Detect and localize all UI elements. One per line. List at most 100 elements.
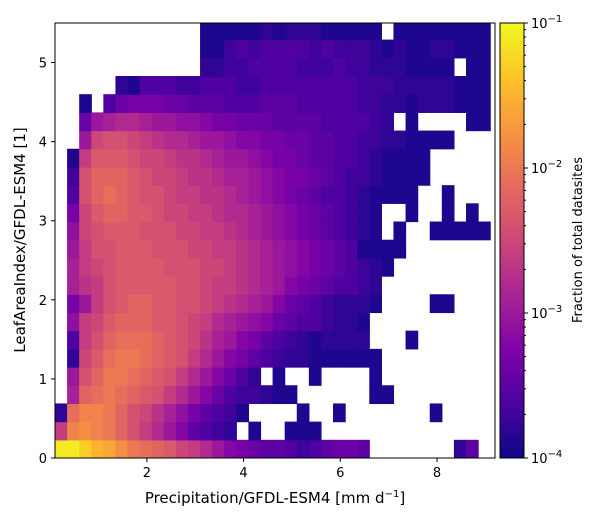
- heatmap-cell: [79, 130, 92, 150]
- heatmap-cell: [175, 148, 189, 168]
- heatmap-cell: [139, 348, 153, 368]
- heatmap-cell: [139, 185, 153, 204]
- heatmap-cell: [465, 203, 479, 223]
- heatmap-cell: [357, 23, 370, 41]
- heatmap-cell: [115, 403, 129, 423]
- heatmap-cell: [79, 421, 92, 441]
- heatmap-cell: [187, 421, 201, 441]
- heatmap-cell: [345, 439, 358, 458]
- heatmap-cell: [357, 148, 370, 168]
- heatmap-cell: [284, 23, 298, 41]
- heatmap-cell: [369, 294, 382, 314]
- heatmap-cell: [67, 348, 80, 368]
- heatmap-cell: [187, 112, 201, 132]
- heatmap-cell: [441, 75, 455, 95]
- heatmap-cell: [345, 94, 358, 113]
- heatmap-cell: [345, 203, 358, 223]
- heatmap-cell: [115, 185, 129, 204]
- heatmap-cell: [320, 294, 334, 314]
- heatmap-cell: [357, 112, 370, 132]
- heatmap-cell: [308, 148, 322, 168]
- heatmap-cell: [369, 221, 382, 241]
- heatmap-cell: [345, 23, 358, 41]
- heatmap-cell: [127, 439, 141, 458]
- heatmap-cell: [200, 312, 213, 332]
- heatmap-cell: [187, 221, 201, 241]
- heatmap-cell: [357, 203, 370, 223]
- heatmap-cell: [103, 166, 117, 186]
- heatmap-cell: [357, 239, 370, 259]
- heatmap-cell: [357, 257, 370, 277]
- x-tick-label: 2: [143, 466, 151, 481]
- heatmap-cell: [163, 75, 177, 95]
- heatmap-cell: [393, 130, 407, 150]
- heatmap-cell: [151, 257, 165, 277]
- heatmap-cell: [91, 221, 104, 241]
- heatmap-cell: [284, 439, 298, 458]
- heatmap-cell: [284, 312, 298, 332]
- heatmap-cell: [212, 39, 225, 59]
- heatmap-cell: [79, 185, 92, 204]
- heatmap-cell: [453, 23, 467, 41]
- heatmap-cell: [308, 166, 322, 186]
- heatmap-cell: [187, 385, 201, 405]
- heatmap-cell: [465, 75, 479, 95]
- heatmap-cell: [79, 94, 92, 113]
- heatmap-cell: [212, 330, 225, 350]
- heatmap-cell: [308, 439, 322, 458]
- heatmap-cell: [79, 239, 92, 259]
- heatmap-cell: [115, 385, 129, 405]
- heatmap-cell: [212, 185, 225, 204]
- heatmap-cell: [236, 221, 250, 241]
- heatmap-cell: [212, 75, 225, 95]
- heatmap-cell: [272, 112, 286, 132]
- heatmap-cell: [103, 439, 117, 458]
- heatmap-cell: [393, 185, 407, 204]
- heatmap-cell: [357, 348, 370, 368]
- heatmap-cell: [260, 276, 274, 295]
- heatmap-cell: [200, 75, 213, 95]
- heatmap-cell: [67, 185, 80, 204]
- heatmap-cell: [320, 75, 334, 95]
- heatmap-cell: [163, 112, 177, 132]
- heatmap-cell: [200, 94, 213, 113]
- heatmap-cell: [453, 39, 467, 59]
- heatmap-cell: [272, 221, 286, 241]
- heatmap-cell: [308, 75, 322, 95]
- heatmap-cell: [127, 385, 141, 405]
- heatmap-cell: [212, 94, 225, 113]
- heatmap-cell: [175, 385, 189, 405]
- heatmap-cell: [212, 421, 225, 441]
- heatmap-cell: [151, 348, 165, 368]
- heatmap-cell: [405, 330, 419, 350]
- heatmap-cell: [187, 367, 201, 386]
- heatmap-cell: [429, 23, 443, 41]
- heatmap-cell: [200, 439, 213, 458]
- heatmap-cell: [296, 203, 310, 223]
- heatmap-cell: [248, 75, 262, 95]
- heatmap-cell: [429, 57, 443, 77]
- heatmap-cell: [55, 421, 68, 441]
- plot-area: 2 4 6 8 0 1 2 3 4 5: [39, 22, 496, 481]
- heatmap-cell: [103, 276, 117, 295]
- heatmap-cell: [453, 439, 467, 458]
- heatmap-cell: [175, 75, 189, 95]
- heatmap-cell: [224, 57, 237, 77]
- heatmap-cell: [308, 23, 322, 41]
- heatmap-cell: [187, 403, 201, 423]
- heatmap-cell: [465, 39, 479, 59]
- heatmap-cell: [127, 330, 141, 350]
- heatmap-cell: [163, 239, 177, 259]
- heatmap-cell: [260, 39, 274, 59]
- heatmap-cell: [163, 130, 177, 150]
- heatmap-cell: [175, 367, 189, 386]
- heatmap-cell: [320, 166, 334, 186]
- heatmap-cell: [429, 130, 443, 150]
- heatmap-cell: [187, 348, 201, 368]
- heatmap-cell: [212, 403, 225, 423]
- heatmap-cell: [417, 23, 431, 41]
- heatmap-cell: [272, 75, 286, 95]
- x-tick-label: 8: [433, 466, 441, 481]
- heatmap-cell: [212, 23, 225, 41]
- heatmap-cell: [465, 439, 479, 458]
